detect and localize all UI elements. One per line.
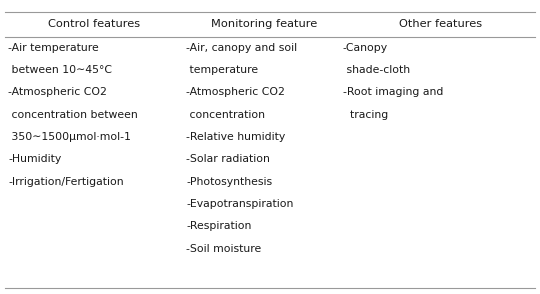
Text: -Irrigation/Fertigation: -Irrigation/Fertigation: [8, 177, 124, 187]
Text: shade-cloth: shade-cloth: [343, 65, 410, 75]
Text: Control features: Control features: [49, 19, 140, 29]
Text: Other features: Other features: [399, 19, 482, 29]
Text: between 10∼45°C: between 10∼45°C: [8, 65, 112, 75]
Text: -Humidity: -Humidity: [8, 154, 62, 164]
Text: concentration between: concentration between: [8, 110, 138, 120]
Text: -Evapotranspiration: -Evapotranspiration: [186, 199, 294, 209]
Text: -Air, canopy and soil: -Air, canopy and soil: [186, 43, 298, 53]
Text: Monitoring feature: Monitoring feature: [212, 19, 318, 29]
Text: concentration: concentration: [186, 110, 265, 120]
Text: temperature: temperature: [186, 65, 259, 75]
Text: -Root imaging and: -Root imaging and: [343, 87, 443, 97]
Text: -Soil moisture: -Soil moisture: [186, 244, 261, 254]
Text: -Atmospheric CO2: -Atmospheric CO2: [8, 87, 107, 97]
Text: -Photosynthesis: -Photosynthesis: [186, 177, 272, 187]
Text: -Respiration: -Respiration: [186, 221, 252, 231]
Text: -Solar radiation: -Solar radiation: [186, 154, 270, 164]
Text: -Relative humidity: -Relative humidity: [186, 132, 286, 142]
Text: -Atmospheric CO2: -Atmospheric CO2: [186, 87, 285, 97]
Text: 350∼1500μmol·mol-1: 350∼1500μmol·mol-1: [8, 132, 131, 142]
Text: -Canopy: -Canopy: [343, 43, 388, 53]
Text: tracing: tracing: [343, 110, 388, 120]
Text: -Air temperature: -Air temperature: [8, 43, 99, 53]
